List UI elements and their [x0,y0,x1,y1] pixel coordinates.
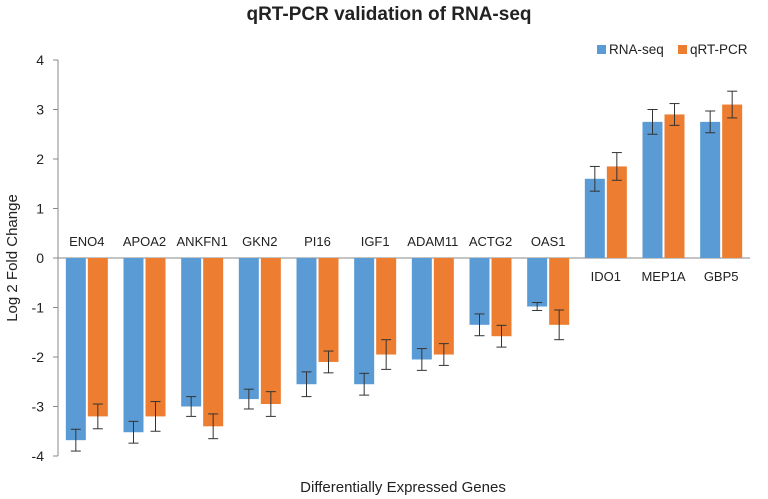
category-labels: ENO4 APOA2 ANKFN1 GKN2 PI16 IGF1 ADAM11 ACTG2 OA… [69,234,738,284]
legend-swatch [678,45,687,54]
legend-label: qRT-PCR [690,42,748,57]
category-label: MEP1A [641,269,685,284]
error-bar [532,302,543,311]
y-tick-label: -1 [32,300,45,316]
error-bar [265,391,276,417]
error-bar [496,324,507,348]
y-tick-label: 2 [36,151,44,167]
category-label: IDO1 [591,269,621,284]
y-tick-label: -2 [32,349,45,365]
bar-qrt-pcr-apoa2 [145,258,166,417]
bar-qrt-pcr-igf1 [376,258,397,355]
category-label: ENO4 [69,234,104,249]
bar-qrt-pcr-oas1 [549,258,570,325]
error-bar [381,339,392,370]
bars-group [65,90,743,452]
error-bar [416,348,427,371]
bar-rna-seq-ankfn1 [181,258,202,407]
error-bar [705,110,716,134]
bar-rna-seq-gkn2 [238,258,259,400]
y-tick-label: -4 [32,448,45,464]
error-bar [727,90,738,119]
legend: RNA-seq qRT-PCR [597,42,748,57]
bar-rna-seq-mep1a [642,121,663,258]
bar-qrt-pcr-gbp5 [722,104,743,258]
error-bar [92,403,103,430]
x-axis-label: Differentially Expressed Genes [300,479,506,496]
y-tick-label: 1 [36,201,44,217]
error-bar [611,152,622,181]
error-bar [128,420,139,444]
error-bar [301,371,312,398]
bar-rna-seq-adam11 [411,258,432,360]
bar-qrt-pcr-pi16 [318,258,339,362]
y-tick-label: -3 [32,399,45,415]
chart-title: qRT-PCR validation of RNA-seq [246,4,531,25]
error-bar [70,428,81,452]
category-label: ACTG2 [469,234,512,249]
category-label: GBP5 [704,269,739,284]
bar-rna-seq-actg2 [469,258,490,325]
bar-qrt-pcr-mep1a [664,114,685,258]
error-bar [186,396,197,417]
bar-rna-seq-oas1 [527,258,548,307]
bar-rna-seq-igf1 [354,258,375,385]
bar-qrt-pcr-adam11 [433,258,454,355]
y-tick-label: 3 [36,102,44,118]
error-bar [243,388,254,410]
bar-rna-seq-gbp5 [700,121,721,258]
y-axis: 4 3 2 1 0 -1 -2 -3 -4 [32,52,750,464]
y-tick-label: 4 [36,52,44,68]
error-bar [474,313,485,337]
category-label: APOA2 [123,234,166,249]
legend-swatch [597,45,606,54]
bar-qrt-pcr-actg2 [491,258,512,337]
error-bar [359,372,370,396]
bar-qrt-pcr-ankfn1 [203,258,224,427]
error-bar [323,350,334,374]
y-axis-label: Log 2 Fold Change [4,194,21,322]
category-label: ADAM11 [407,234,458,249]
bar-rna-seq-eno4 [65,258,86,441]
category-label: ANKFN1 [177,234,228,249]
category-label: IGF1 [361,234,390,249]
category-label: GKN2 [242,234,277,249]
legend-label: RNA-seq [609,42,664,57]
error-bar [208,413,219,440]
bar-qrt-pcr-gkn2 [260,258,281,405]
bar-rna-seq-ido1 [584,178,605,258]
error-bar [589,165,600,192]
bar-qrt-pcr-eno4 [87,258,108,417]
error-bar [647,109,658,135]
error-bar [438,343,449,366]
error-bar [554,309,565,341]
error-bar [150,401,161,432]
bar-qrt-pcr-ido1 [606,166,627,258]
error-bar [669,103,680,126]
bar-rna-seq-pi16 [296,258,317,385]
bar-rna-seq-apoa2 [123,258,144,433]
category-label: OAS1 [531,234,566,249]
category-label: PI16 [304,234,331,249]
y-tick-label: 0 [36,250,44,266]
